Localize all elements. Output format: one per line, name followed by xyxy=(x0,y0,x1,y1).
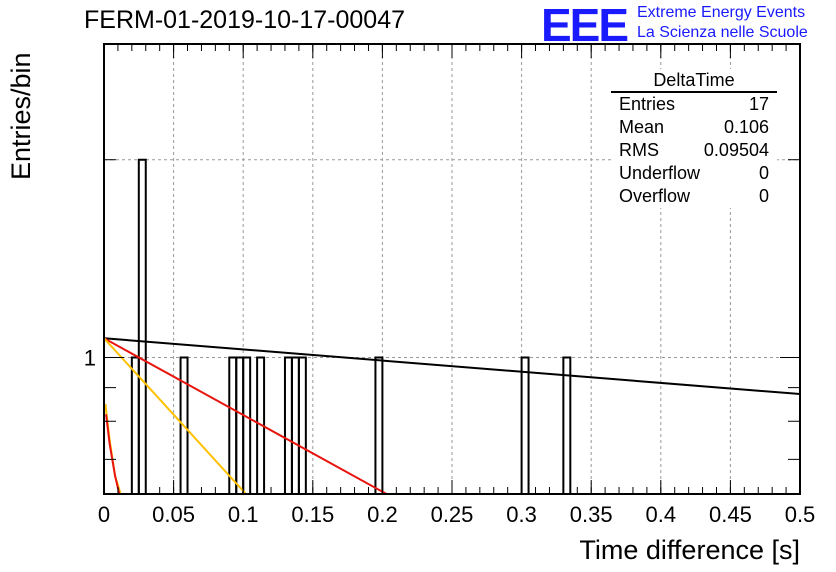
stats-value: 0 xyxy=(758,186,769,206)
eee-logo: EEE xyxy=(541,0,629,51)
stats-value: 0.09504 xyxy=(703,140,769,160)
stats-title: DeltaTime xyxy=(611,69,777,93)
x-tick-label: 0.25 xyxy=(431,502,474,527)
histogram-bin xyxy=(235,356,245,494)
x-tick-label: 0.35 xyxy=(570,502,613,527)
stats-row: Entries 17 xyxy=(611,93,777,116)
histogram-bin xyxy=(137,158,147,494)
fit-curve xyxy=(104,337,388,494)
stats-row: RMS 0.09504 xyxy=(611,139,777,162)
histogram-bars xyxy=(130,158,572,494)
x-tick-label: 0.15 xyxy=(291,502,334,527)
fit-curve xyxy=(104,337,800,396)
stats-label: Mean xyxy=(619,117,665,137)
stats-row: Overflow 0 xyxy=(611,185,777,208)
histogram-bin xyxy=(130,356,140,494)
histogram-bin xyxy=(297,356,307,494)
x-tick-label: 0.1 xyxy=(228,502,259,527)
x-tick-label: 0.3 xyxy=(506,502,537,527)
x-tick-label: 0.5 xyxy=(785,502,816,527)
histogram-bin xyxy=(228,356,238,494)
stats-row: Mean 0.106 xyxy=(611,116,777,139)
histogram-bin xyxy=(283,356,293,494)
stats-label: Entries xyxy=(619,94,676,114)
histogram-bin xyxy=(374,356,384,494)
histogram-bin xyxy=(179,356,189,494)
stats-row: Underflow 0 xyxy=(611,162,777,185)
fit-curve xyxy=(104,403,122,494)
histogram-bin xyxy=(520,356,530,494)
axis-ticks xyxy=(103,43,801,494)
histogram-bin xyxy=(242,356,252,494)
x-tick-label: 0.4 xyxy=(646,502,677,527)
x-tick-label: 0.05 xyxy=(152,502,195,527)
fit-curves xyxy=(104,337,800,494)
tick-labels: 0 0.05 0.1 0.15 0.2 0.25 0.3 0.35 0.4 0.45 0.5 1 xyxy=(84,346,816,527)
grid-lines xyxy=(104,44,800,494)
logo-line-2: La Scienza nelle Scuole xyxy=(637,24,808,41)
stats-label: Overflow xyxy=(619,186,691,206)
stats-label: Underflow xyxy=(619,163,701,183)
stats-value: 0 xyxy=(758,163,769,183)
x-tick-label: 0.2 xyxy=(367,502,398,527)
y-tick-label: 1 xyxy=(84,346,96,371)
logo-line-1: Extreme Energy Events xyxy=(637,4,806,21)
run-title: FERM-01-2019-10-17-00047 xyxy=(84,6,406,34)
x-axis-label: Time difference [s] xyxy=(579,535,800,565)
stats-label: RMS xyxy=(619,140,659,160)
x-tick-label: 0 xyxy=(98,502,110,527)
stats-value: 17 xyxy=(748,94,769,114)
stats-value: 0.106 xyxy=(723,117,769,137)
stats-box: DeltaTime Entries 17 Mean 0.106 RMS 0.09504 Un… xyxy=(611,69,777,208)
histogram-bin xyxy=(290,356,300,494)
histogram-bin xyxy=(562,356,572,494)
x-tick-label: 0.45 xyxy=(709,502,752,527)
stats-rows: Entries 17 Mean 0.106 RMS 0.09504 Underflow 0 Ov… xyxy=(611,93,777,208)
y-axis-label: Entries/bin xyxy=(6,52,36,180)
fit-curve xyxy=(104,337,247,494)
